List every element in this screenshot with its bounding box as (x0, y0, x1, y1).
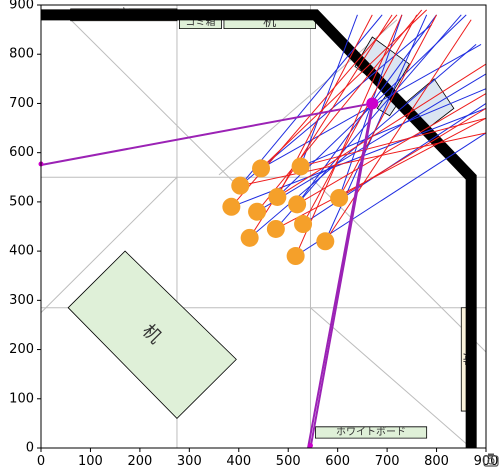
x-tick-label: 700 (375, 454, 400, 469)
person-marker (266, 219, 285, 238)
person-marker (252, 159, 271, 178)
person-marker (288, 195, 307, 214)
room-object (315, 426, 428, 439)
walls (41, 9, 477, 448)
sound-source (366, 97, 379, 110)
person-marker (222, 197, 241, 216)
ray-blue (296, 14, 437, 205)
person-marker (248, 202, 267, 221)
x-axis: 0 100 200 300 400 500 600 700 800 900 (37, 448, 498, 469)
y-tick-label: 200 (9, 342, 34, 357)
x-tick-label: 0 (37, 454, 45, 469)
y-tick-label: 700 (9, 96, 34, 111)
x-tick-label: 100 (78, 454, 103, 469)
y-tick-label: 0 (26, 441, 34, 456)
y-tick-label: 900 (9, 0, 34, 13)
sound-source-marker (366, 97, 379, 110)
guide-line (310, 307, 472, 449)
y-tick-label: 400 (9, 244, 34, 259)
y-tick-label: 300 (9, 293, 34, 308)
ray-red (324, 19, 472, 242)
reflection-line (307, 103, 374, 449)
x-tick-label: 500 (276, 454, 301, 469)
ray-red (277, 63, 487, 198)
person-marker (240, 228, 259, 247)
reflection-line (40, 102, 373, 166)
guide-line (70, 19, 240, 188)
x-tick-label: 300 (177, 454, 202, 469)
person-marker (291, 157, 310, 176)
sound-rays (230, 9, 487, 257)
y-tick-label: 500 (9, 194, 34, 209)
ray-red (296, 93, 487, 205)
ray-red (302, 14, 418, 225)
camera-icon (483, 453, 499, 467)
person-marker (268, 187, 287, 206)
x-tick-label: 800 (424, 454, 449, 469)
ray-red (275, 117, 487, 230)
x-tick-label: 200 (127, 454, 152, 469)
people-markers (222, 157, 349, 266)
person-marker (316, 232, 335, 251)
ray-blue (249, 43, 477, 239)
ray-red (249, 14, 393, 239)
room-object (67, 250, 237, 420)
x-tick-label: 600 (325, 454, 350, 469)
reflection-marker (307, 443, 313, 449)
person-marker (330, 188, 349, 207)
ray-red (295, 14, 403, 257)
ray-red (338, 107, 487, 199)
room-object-label: ホワイトボード (336, 426, 406, 438)
ray-blue (300, 88, 487, 167)
ray-blue (239, 14, 383, 186)
person-marker (231, 176, 250, 195)
x-tick-label: 400 (226, 454, 251, 469)
reflection-line (309, 102, 375, 449)
y-axis: 0 100 200 300 400 500 600 700 800 900 (9, 0, 41, 456)
y-tick-label: 800 (9, 47, 34, 62)
plot-frame (40, 4, 487, 449)
person-marker (286, 247, 305, 266)
y-tick-label: 100 (9, 391, 34, 406)
ray-red (256, 9, 423, 213)
guide-line (40, 176, 178, 313)
wall-line (41, 9, 477, 448)
ray-red (260, 9, 428, 169)
ray-blue (256, 73, 487, 213)
ray-red (300, 117, 487, 167)
reflection-lines (38, 102, 375, 449)
person-marker (294, 215, 313, 234)
ray-blue (300, 14, 358, 167)
y-tick-label: 600 (9, 145, 34, 160)
ray-red (338, 14, 437, 199)
